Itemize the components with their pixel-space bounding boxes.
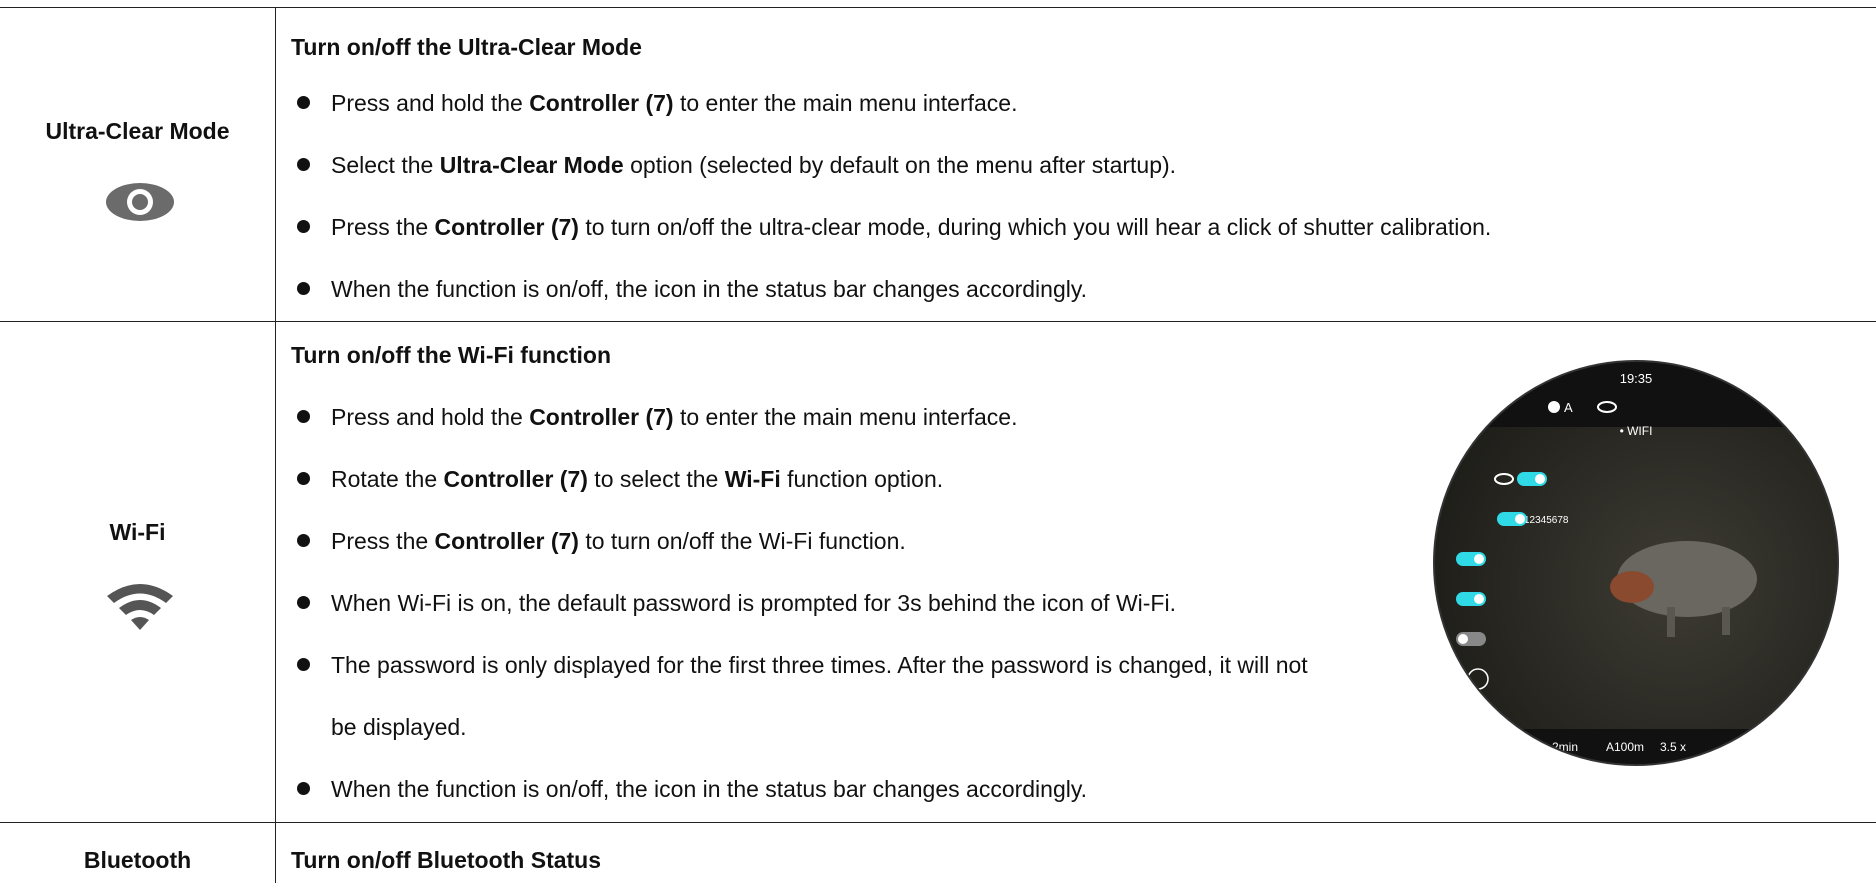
bold-text: Ultra-Clear Mode [439, 152, 624, 178]
text: When Wi-Fi is on, the default password i… [331, 590, 1176, 616]
screen-time: 19:35 [1620, 371, 1653, 386]
bullet: The password is only displayed for the f… [291, 634, 1321, 758]
bold-text: Controller (7) [443, 466, 588, 492]
text: to enter the main menu interface. [673, 90, 1018, 116]
eye-icon [106, 183, 174, 221]
text: The password is only displayed for the f… [331, 652, 1308, 740]
screen-menu: • WIFI [1620, 424, 1653, 438]
row: Wi-Fi Turn on/off the Wi-Fi function Pre… [0, 321, 1876, 822]
text: Rotate the [331, 466, 444, 492]
text: When the function is on/off, the icon in… [331, 276, 1088, 302]
screen-status: 3.5 x [1660, 740, 1686, 754]
text: Select the [331, 152, 440, 178]
bold-text: Controller (7) [529, 90, 674, 116]
text: function option. [780, 466, 944, 492]
text: Press the [331, 214, 435, 240]
text: Press and hold the [331, 404, 530, 430]
screen-mode: A [1564, 400, 1573, 415]
screen-status: A100m [1606, 740, 1644, 754]
row-label: Ultra-Clear Mode [45, 118, 230, 144]
bullet: When Wi-Fi is on, the default password i… [291, 572, 1321, 634]
bullet-list: Press and hold the Controller (7) to ent… [291, 72, 1851, 320]
bullet: Rotate the Controller (7) to select the … [291, 448, 1321, 510]
text: to turn on/off the Wi-Fi function. [578, 528, 906, 554]
text: to enter the main menu interface. [673, 404, 1018, 430]
text: option (selected by default on the menu … [623, 152, 1177, 178]
bullet: Press and hold the Controller (7) to ent… [291, 386, 1321, 448]
text: When the function is on/off, the icon in… [331, 776, 1088, 802]
row-label: Wi-Fi [109, 519, 166, 545]
bullet: When the function is on/off, the icon in… [291, 258, 1851, 320]
text: Press the [331, 528, 435, 554]
row: Ultra-Clear Mode Turn on/off the Ultra-C… [0, 7, 1876, 321]
row: Bluetooth Turn on/off Bluetooth Status [0, 822, 1876, 883]
bold-text: Wi-Fi [724, 466, 781, 492]
bullet: Select the Ultra-Clear Mode option (sele… [291, 134, 1851, 196]
device-screen: 19:35 A • WIFI 12345678 2min A100m 3.5 x [1433, 360, 1839, 766]
bullet: When the function is on/off, the icon in… [291, 758, 1321, 820]
row-heading: Turn on/off the Ultra-Clear Mode [291, 34, 642, 60]
bullet: Press the Controller (7) to turn on/off … [291, 196, 1851, 258]
bullet: Press and hold the Controller (7) to ent… [291, 72, 1851, 134]
row-label: Bluetooth [83, 847, 192, 873]
row-heading: Turn on/off the Wi-Fi function [291, 342, 612, 368]
bold-text: Controller (7) [434, 528, 579, 554]
wifi-icon [107, 584, 173, 630]
text: to turn on/off the ultra-clear mode, dur… [578, 214, 1492, 240]
bullet: Press the Controller (7) to turn on/off … [291, 510, 1321, 572]
text: Press and hold the [331, 90, 530, 116]
bold-text: Controller (7) [529, 404, 674, 430]
bold-text: Controller (7) [434, 214, 579, 240]
row-heading: Turn on/off Bluetooth Status [291, 847, 602, 873]
screen-password: 12345678 [1524, 515, 1569, 526]
bullet-list: Press and hold the Controller (7) to ent… [291, 386, 1321, 820]
text: to select the [587, 466, 725, 492]
